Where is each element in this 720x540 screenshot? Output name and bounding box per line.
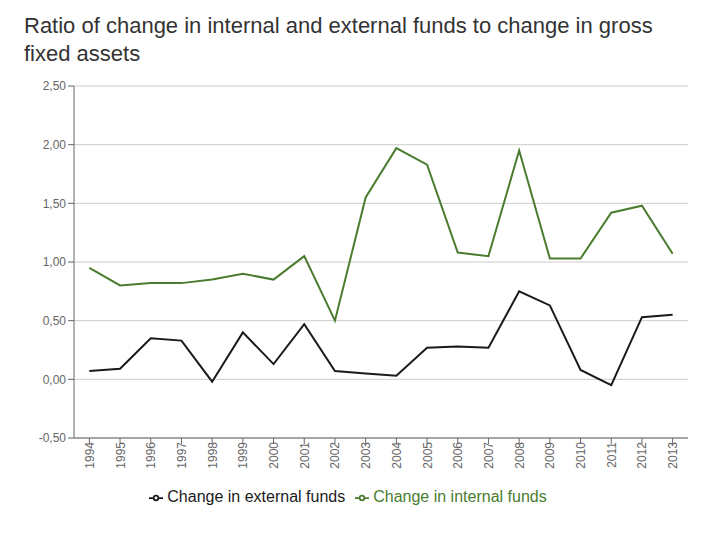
svg-text:2011: 2011 <box>605 442 619 468</box>
svg-text:2000: 2000 <box>267 442 281 469</box>
svg-text:1998: 1998 <box>206 442 220 469</box>
svg-text:1999: 1999 <box>236 442 250 469</box>
svg-text:0,00: 0,00 <box>43 373 67 387</box>
html-text:Change in internal funds: Change in internal funds <box>373 488 547 505</box>
svg-text:2004: 2004 <box>390 442 404 469</box>
svg-text:2,50: 2,50 <box>43 79 67 93</box>
svg-text:2003: 2003 <box>359 442 373 469</box>
svg-text:2013: 2013 <box>666 442 680 469</box>
svg-text:2006: 2006 <box>451 442 465 469</box>
svg-text:2007: 2007 <box>482 442 496 469</box>
svg-text:2005: 2005 <box>421 442 435 469</box>
svg-text:2012: 2012 <box>635 442 649 469</box>
svg-text:0,50: 0,50 <box>43 314 67 328</box>
svg-text:1995: 1995 <box>114 442 128 469</box>
svg-text:2010: 2010 <box>574 442 588 469</box>
svg-text:2001: 2001 <box>298 442 312 469</box>
svg-text:2008: 2008 <box>513 442 527 469</box>
svg-text:-0,50: -0,50 <box>39 431 67 445</box>
svg-text:2009: 2009 <box>543 442 557 469</box>
svg-text:2,00: 2,00 <box>43 138 67 152</box>
html-text:Ratio of change in internal an: Ratio of change in internal and external… <box>24 13 653 66</box>
svg-text:1994: 1994 <box>83 442 97 469</box>
html-text:Change in external funds: Change in external funds <box>167 488 346 505</box>
svg-text:1,00: 1,00 <box>43 255 67 269</box>
svg-text:1997: 1997 <box>175 442 189 469</box>
svg-text:1996: 1996 <box>144 442 158 469</box>
svg-text:1,50: 1,50 <box>43 197 67 211</box>
svg-text:2002: 2002 <box>328 442 342 469</box>
